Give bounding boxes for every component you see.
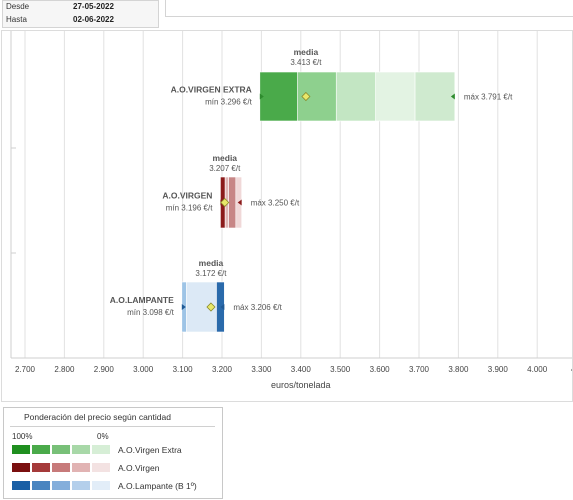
mean-title: media xyxy=(294,47,319,57)
legend-swatch xyxy=(52,445,70,454)
range-segment xyxy=(259,71,298,122)
desde-row: Desde 27-05-2022 xyxy=(3,1,158,14)
max-arrow xyxy=(237,199,242,206)
legend-item-label: A.O.Lampante (B 1º) xyxy=(118,481,197,491)
x-tick-label: 3.400 xyxy=(291,365,312,374)
max-arrow xyxy=(450,93,455,100)
x-tick-label: 3.100 xyxy=(173,365,194,374)
desde-label: Desde xyxy=(6,2,30,11)
min-arrow xyxy=(259,93,264,100)
legend-swatch xyxy=(92,445,110,454)
range-segment xyxy=(335,71,376,122)
series-name: A.O.LAMPANTE xyxy=(110,295,174,305)
hasta-label: Hasta xyxy=(6,15,27,24)
legend-swatch xyxy=(52,463,70,472)
series-name: A.O.VIRGEN EXTRA xyxy=(171,85,252,95)
legend-pct-low: 0% xyxy=(97,432,109,441)
legend-swatch xyxy=(72,481,90,490)
range-segment xyxy=(375,71,416,122)
legend-divider xyxy=(10,426,215,427)
range-segment xyxy=(228,176,237,229)
legend-swatch xyxy=(32,445,50,454)
x-tick-label: 4.000 xyxy=(527,365,548,374)
max-label: máx 3.206 €/t xyxy=(233,303,282,312)
mean-value: 3.172 €/t xyxy=(195,269,227,278)
price-range-chart: 2.700 2.800 2.900 3.000 3.100 3.200 3.300 3.400… xyxy=(10,31,572,390)
legend-swatch xyxy=(92,481,110,490)
legend-swatch xyxy=(32,463,50,472)
legend-item-label: A.O.Virgen Extra xyxy=(118,445,182,455)
legend-pct-high: 100% xyxy=(12,432,33,441)
top-panel xyxy=(165,0,573,17)
hasta-row: Hasta 02-06-2022 xyxy=(3,14,158,27)
x-tick-label: 3.800 xyxy=(448,365,469,374)
max-label: máx 3.791 €/t xyxy=(464,93,513,102)
desde-value[interactable]: 27-05-2022 xyxy=(73,2,114,11)
mean-value: 3.207 €/t xyxy=(209,164,241,173)
max-label: máx 3.250 €/t xyxy=(251,199,300,208)
legend-item-label: A.O.Virgen xyxy=(118,463,160,473)
x-tick-label: 2.800 xyxy=(54,365,75,374)
x-tick-label: 2.900 xyxy=(94,365,115,374)
min-label: mín 3.098 €/t xyxy=(127,308,174,317)
range-segment xyxy=(414,71,456,122)
x-tick-label: 3.200 xyxy=(212,365,233,374)
min-label: mín 3.296 €/t xyxy=(205,98,252,107)
min-arrow xyxy=(181,304,186,310)
series-name: A.O.VIRGEN xyxy=(162,191,212,201)
range-segment xyxy=(297,71,337,122)
chart-frame: 2.700 2.800 2.900 3.000 3.100 3.200 3.300 3.400… xyxy=(1,30,573,402)
legend-swatch xyxy=(72,445,90,454)
weighting-legend: Ponderación del precio según cantidad 10… xyxy=(3,407,223,499)
x-tick-label: 4... xyxy=(571,365,572,374)
legend-swatch xyxy=(92,463,110,472)
legend-swatch xyxy=(12,463,30,472)
hasta-value[interactable]: 02-06-2022 xyxy=(73,15,114,24)
x-tick-label: 3.700 xyxy=(409,365,430,374)
x-tick-label: 3.600 xyxy=(370,365,391,374)
x-tick-label: 2.700 xyxy=(15,365,36,374)
mean-marker xyxy=(301,91,311,102)
x-axis-label: euros/tonelada xyxy=(271,380,331,390)
mean-marker xyxy=(220,197,230,208)
date-filter-panel: Desde 27-05-2022 Hasta 02-06-2022 xyxy=(2,0,159,28)
legend-title: Ponderación del precio según cantidad xyxy=(24,412,171,422)
x-tick-label: 3.000 xyxy=(133,365,154,374)
mean-value: 3.413 €/t xyxy=(290,58,322,67)
legend-swatch xyxy=(32,481,50,490)
x-tick-label: 3.500 xyxy=(330,365,351,374)
x-tick-label: 3.900 xyxy=(488,365,509,374)
legend-swatch xyxy=(12,481,30,490)
mean-title: media xyxy=(199,258,224,268)
legend-swatch xyxy=(52,481,70,490)
max-arrow xyxy=(220,304,225,310)
min-label: mín 3.196 €/t xyxy=(166,204,213,213)
legend-swatch xyxy=(12,445,30,454)
mean-title: media xyxy=(212,153,237,163)
mean-marker xyxy=(206,302,216,312)
legend-swatch xyxy=(72,463,90,472)
x-tick-label: 3.300 xyxy=(251,365,272,374)
